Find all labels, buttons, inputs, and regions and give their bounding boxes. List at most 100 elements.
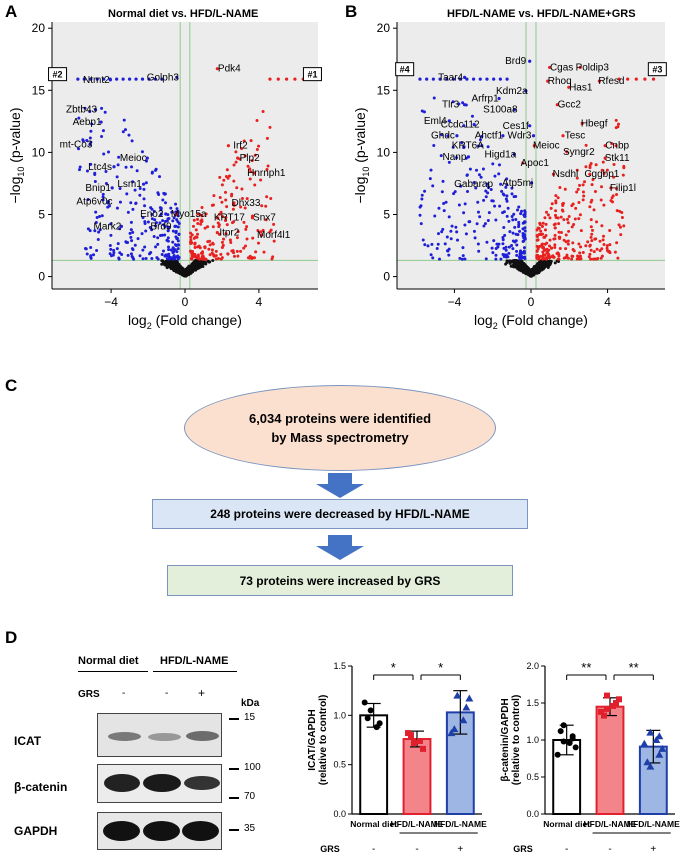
- down-point: [437, 232, 441, 236]
- ns-point: [183, 273, 187, 277]
- up-point: [272, 222, 276, 226]
- down-point: [107, 150, 111, 154]
- up-point: [548, 244, 552, 248]
- gene-label: Lsm1: [117, 179, 142, 190]
- up-point: [210, 251, 214, 255]
- down-point: [95, 249, 99, 253]
- y-axis-label: −log10 (p-value): [352, 107, 371, 203]
- down-point: [140, 150, 144, 154]
- up-point: [545, 247, 549, 251]
- down-point: [514, 232, 518, 236]
- down-point: [171, 257, 175, 261]
- down-point: [476, 144, 480, 148]
- gene-point: [567, 85, 571, 89]
- up-point: [262, 250, 266, 254]
- down-point: [93, 229, 97, 233]
- down-point: [477, 173, 481, 177]
- gene-label: Syngr2: [563, 147, 595, 158]
- up-point: [560, 208, 564, 212]
- up-point: [264, 204, 268, 208]
- gene-label: Ltc4s: [88, 162, 112, 173]
- data-point: [411, 739, 417, 746]
- up-point: [590, 183, 594, 187]
- down-point: [519, 212, 523, 216]
- down-point: [521, 227, 525, 231]
- gene-point: [565, 150, 569, 154]
- up-point: [559, 215, 563, 219]
- y-tick-label: 1.5: [526, 698, 539, 708]
- gene-point: [175, 75, 179, 79]
- up-point: [272, 239, 276, 243]
- down-point: [131, 248, 135, 252]
- down-point: [423, 243, 427, 247]
- data-point: [459, 716, 468, 724]
- up-point: [203, 246, 207, 250]
- up-point: [193, 245, 197, 249]
- down-point: [474, 186, 478, 190]
- down-point: [477, 249, 481, 253]
- gene-point: [524, 89, 528, 93]
- panel-letter-a: A: [5, 2, 18, 21]
- gene-label: Stk11: [605, 153, 630, 164]
- down-point: [523, 212, 527, 216]
- gene-label: Aebp1: [73, 117, 102, 128]
- gene-label: Eml4: [424, 116, 447, 127]
- grs-value: -: [372, 844, 375, 855]
- down-point: [425, 77, 429, 81]
- down-point: [130, 165, 134, 169]
- up-point: [536, 226, 540, 230]
- up-point: [242, 246, 246, 250]
- up-point: [235, 236, 239, 240]
- gene-label: Gabarap: [454, 179, 493, 190]
- down-point: [100, 134, 104, 138]
- gene-label: Ccdc112: [441, 120, 480, 131]
- down-point: [497, 172, 501, 176]
- ns-point: [199, 261, 203, 265]
- down-point: [140, 77, 145, 81]
- up-point: [617, 223, 621, 227]
- down-point: [478, 138, 482, 142]
- down-point: [175, 207, 179, 211]
- up-point: [224, 174, 228, 178]
- down-point: [444, 200, 448, 204]
- down-point: [171, 240, 175, 244]
- ns-point: [201, 265, 205, 269]
- up-point: [211, 203, 215, 207]
- up-point: [245, 197, 249, 201]
- down-point: [421, 238, 425, 242]
- ns-point: [524, 268, 528, 272]
- data-point: [361, 699, 368, 706]
- y-tick-label: 0.5: [526, 772, 539, 782]
- up-point: [219, 257, 223, 261]
- down-point: [161, 198, 165, 202]
- ns-point: [522, 266, 526, 270]
- wb-band: [182, 821, 219, 841]
- down-point: [496, 245, 500, 249]
- down-point: [513, 225, 517, 229]
- up-point: [224, 232, 228, 236]
- ns-point: [507, 259, 511, 263]
- down-point: [88, 136, 92, 140]
- up-point: [222, 237, 226, 241]
- down-point: [457, 102, 461, 106]
- down-point: [83, 106, 87, 110]
- up-point: [543, 216, 547, 220]
- down-point: [482, 224, 486, 228]
- down-point: [447, 215, 451, 219]
- up-point: [554, 213, 558, 217]
- data-point: [658, 744, 667, 752]
- ns-point: [537, 262, 541, 266]
- up-point: [600, 224, 604, 228]
- gene-label: Nanp: [442, 152, 466, 163]
- gene-label: Poldip3: [576, 62, 610, 73]
- up-point: [573, 217, 577, 221]
- up-point: [538, 245, 542, 249]
- up-point: [611, 194, 615, 198]
- gene-label: Wdr3: [508, 131, 532, 142]
- down-point: [476, 242, 480, 246]
- up-point: [265, 136, 269, 140]
- up-point: [620, 216, 624, 220]
- up-point: [577, 217, 581, 221]
- up-point: [621, 173, 625, 177]
- gene-point: [106, 199, 111, 204]
